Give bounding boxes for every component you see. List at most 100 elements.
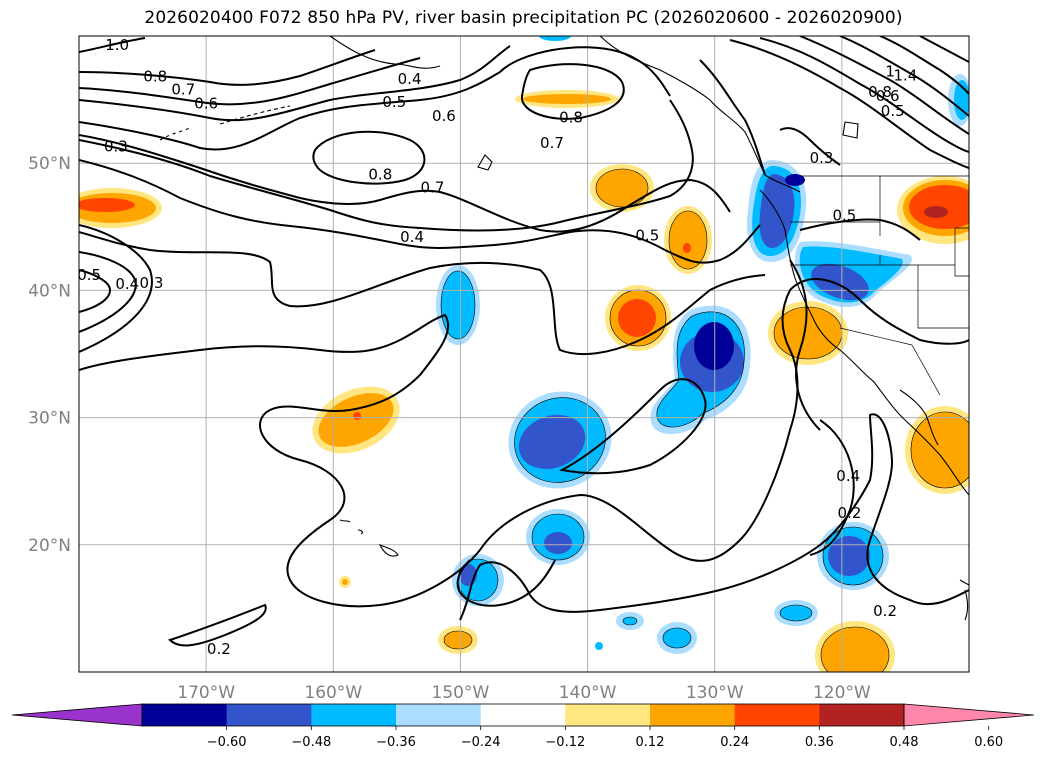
colorbar-segment — [311, 704, 397, 726]
contour-label: 0.5 — [635, 227, 659, 245]
pv-contour-0.4-north — [79, 99, 694, 232]
pv-contour-east-5 — [879, 36, 969, 95]
negative-anomaly-3 — [650, 305, 751, 435]
negative-anomaly-1 — [436, 265, 480, 345]
positive-anomaly-2 — [664, 206, 712, 274]
pv-contour-0.3-main — [79, 278, 969, 608]
colorbar-frame — [141, 703, 905, 727]
contour-label: 0.3 — [104, 138, 128, 156]
contour-label: 0.3 — [810, 149, 834, 167]
pv-contour-east-6 — [919, 36, 969, 63]
contour-label: 0.8 — [143, 68, 167, 86]
colorbar-segment — [819, 704, 905, 726]
pv-contour-0.2-south — [168, 603, 267, 647]
pv-contour-0.4-east — [809, 419, 855, 556]
positive-anomaly-east-edge — [897, 176, 969, 244]
contour-label: 1.4 — [893, 66, 917, 84]
lat-tick-label: 50°N — [28, 154, 71, 174]
negative-anomaly-5 — [452, 554, 504, 606]
contour-label: 0.5 — [382, 93, 406, 111]
pv-contour-0.4 — [79, 231, 766, 356]
colorbar-tick-label: 0.48 — [890, 735, 919, 750]
contour-label: 0.7 — [540, 134, 564, 152]
lat-tick-label: 30°N — [28, 409, 71, 429]
pv-contour-0.3-inner — [558, 378, 707, 475]
negative-anomaly-2 — [508, 391, 612, 489]
contour-label: 0.4 — [398, 70, 422, 88]
contour-label: 0.4 — [400, 228, 424, 246]
contour-label: 0.6 — [432, 107, 456, 125]
contour-label: 0.4 — [115, 275, 139, 293]
colorbar-tick-label: −0.60 — [207, 735, 247, 750]
pv-contour-0.5-east — [799, 218, 921, 241]
contour-label: 0.5 — [832, 206, 856, 224]
contour-label: 0.8 — [368, 166, 392, 184]
colorbar-tick-label: −0.24 — [461, 735, 501, 750]
contour-label: 0.8 — [868, 83, 892, 101]
colorbar-segment — [142, 704, 228, 726]
precip-shading — [79, 36, 969, 672]
gridlines — [79, 36, 969, 672]
positive-anomaly-california — [768, 301, 848, 365]
colorbar-segment — [734, 704, 820, 726]
colorbar-segment — [565, 704, 651, 726]
lat-tick-label: 20°N — [28, 536, 71, 556]
pv-contour-0.5-middle — [79, 159, 761, 264]
pv-contour-0.5-low — [789, 259, 821, 431]
colorbar-segment — [650, 704, 736, 726]
contour-label: 0.7 — [421, 178, 445, 196]
pv-contour-0.7 — [79, 57, 421, 106]
borders — [790, 175, 969, 396]
colorbar-segment — [226, 704, 312, 726]
positive-anomaly-baja — [905, 406, 969, 494]
contour-label: 1.0 — [105, 36, 129, 54]
negative-anomaly-6 — [817, 522, 889, 590]
contour-label: 0.2 — [873, 602, 897, 620]
colorbar-segment — [396, 704, 482, 726]
lon-tick-label: 160°W — [304, 683, 362, 703]
negative-anomaly-4 — [526, 509, 590, 565]
contour-label: 1 — [885, 63, 895, 81]
colorbar-segment — [480, 704, 566, 726]
colorbar-tick-label: −0.48 — [291, 735, 331, 750]
pv-contour-0.3-west — [79, 224, 153, 353]
map-area: 1.00.80.70.6 0.50.40.6 0.80.70.30.80.70.4 0… — [77, 36, 969, 672]
positive-anomaly-south — [815, 621, 895, 672]
pv-contour-0.5-north — [79, 46, 671, 151]
pv-contour-0.5-west — [79, 269, 112, 313]
map-title: 2026020400 F072 850 hPa PV, river basin … — [144, 8, 903, 28]
colorbar-tick-label: 0.36 — [805, 735, 834, 750]
lon-tick-label: 140°W — [559, 683, 617, 703]
pv-contour-0.8 — [79, 49, 376, 86]
lon-tick-label: 130°W — [686, 683, 744, 703]
contour-label: 0.6 — [194, 94, 218, 112]
pv-contour-0.6 — [79, 45, 511, 122]
pv-contour-east-2 — [759, 37, 969, 153]
positive-anomaly-gulf-alaska — [515, 90, 619, 108]
pv-contour-0.7-middle — [79, 134, 731, 233]
positive-anomaly-3 — [605, 285, 671, 351]
contour-label: 0.5 — [77, 266, 101, 284]
colorbar: −0.60 −0.48 −0.36 −0.24 −0.12 0.12 0.24 0.36 0.4… — [11, 703, 1035, 750]
pv-contour-0.7-ring — [520, 63, 625, 120]
pv-contour-0.2-mid — [456, 559, 556, 607]
colorbar-tick-label: −0.36 — [376, 735, 416, 750]
map-frame — [78, 35, 970, 673]
pv-contour-0.3-east — [779, 127, 841, 166]
contour-label: 0.5 — [881, 102, 905, 120]
contour-label: 0.2 — [207, 640, 231, 658]
axis-labels: 170°W 160°W 150°W 140°W 130°W 120°W 20°N 30°N 40… — [28, 154, 871, 703]
positive-anomaly-small — [438, 626, 478, 654]
lon-tick-label: 170°W — [177, 683, 235, 703]
colorbar-tick-label: 0.12 — [636, 735, 665, 750]
pv-contour-coast — [699, 59, 766, 176]
lon-tick-label: 120°W — [813, 683, 871, 703]
lat-tick-label: 40°N — [28, 281, 71, 301]
positive-anomaly-west-edge — [79, 188, 162, 228]
colorbar-extend-high — [903, 703, 1035, 727]
colorbar-tick-label: −0.12 — [545, 735, 585, 750]
pv-contours — [79, 36, 969, 647]
contour-labels: 1.00.80.70.6 0.50.40.6 0.80.70.30.80.70.4 0… — [77, 36, 917, 658]
contour-label: 0.7 — [171, 80, 195, 98]
